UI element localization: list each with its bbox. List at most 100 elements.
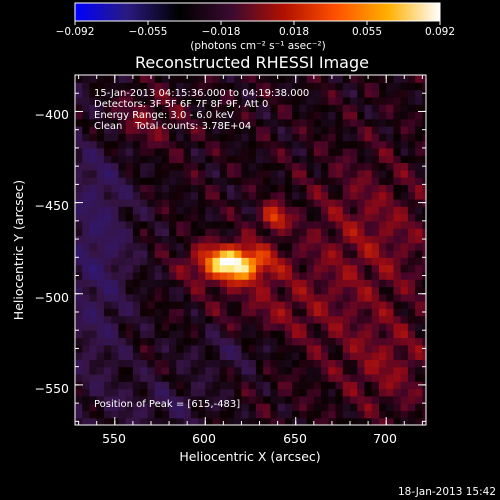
heatmap-pixel xyxy=(241,162,250,171)
heatmap-pixel xyxy=(364,126,373,134)
heatmap-pixel xyxy=(234,104,243,113)
heatmap-pixel xyxy=(118,366,127,375)
heatmap-pixel xyxy=(263,279,271,288)
heatmap-pixel xyxy=(393,198,402,207)
heatmap-pixel xyxy=(386,322,395,331)
heatmap-pixel xyxy=(103,191,112,200)
heatmap-pixel xyxy=(248,220,257,229)
heatmap-pixel xyxy=(277,147,286,156)
heatmap-pixel xyxy=(234,330,243,339)
heatmap-pixel xyxy=(378,191,387,200)
heatmap-pixel xyxy=(118,337,127,346)
heatmap-pixel xyxy=(342,82,351,91)
x-tick-label: 550 xyxy=(102,431,126,446)
heatmap-pixel xyxy=(378,147,387,156)
heatmap-pixel xyxy=(321,111,329,120)
heatmap-pixel xyxy=(176,184,185,193)
x-tick-label: 650 xyxy=(283,431,307,446)
heatmap-pixel xyxy=(125,250,134,258)
heatmap-pixel xyxy=(292,315,300,324)
heatmap-pixel xyxy=(270,104,279,113)
heatmap-pixel xyxy=(198,75,206,83)
heatmap-pixel xyxy=(248,301,257,309)
heatmap-pixel xyxy=(393,403,402,412)
heatmap-pixel xyxy=(161,147,170,156)
heatmap-pixel xyxy=(277,337,286,346)
heatmap-pixel xyxy=(248,147,257,156)
heatmap-pixel xyxy=(241,198,250,207)
heatmap-pixel xyxy=(183,191,192,200)
heatmap-pixel xyxy=(241,381,250,390)
heatmap-pixel xyxy=(169,96,177,105)
heatmap-pixel xyxy=(118,301,127,309)
heatmap-pixel xyxy=(277,140,286,149)
heatmap-pixel xyxy=(198,308,206,317)
heatmap-pixel xyxy=(407,89,416,98)
heatmap-pixel xyxy=(190,235,199,244)
heatmap-pixel xyxy=(364,279,373,288)
heatmap-pixel xyxy=(342,96,351,105)
heatmap-pixel xyxy=(89,279,98,288)
heatmap-pixel xyxy=(342,359,351,368)
heatmap-pixel xyxy=(103,293,112,302)
heatmap-pixel xyxy=(226,155,235,164)
heatmap-pixel xyxy=(154,82,163,91)
heatmap-pixel xyxy=(255,206,264,215)
heatmap-pixel xyxy=(226,206,235,215)
heatmap-pixel xyxy=(313,373,322,382)
heatmap-pixel xyxy=(386,96,395,105)
heatmap-pixel xyxy=(284,155,293,164)
heatmap-pixel xyxy=(422,133,426,142)
heatmap-pixel xyxy=(263,352,271,360)
heatmap-pixel xyxy=(270,301,279,309)
heatmap-pixel xyxy=(378,242,387,251)
heatmap-pixel xyxy=(277,191,286,200)
heatmap-pixel xyxy=(328,286,337,295)
heatmap-pixel xyxy=(205,82,214,91)
heatmap-pixel xyxy=(386,191,395,200)
heatmap-pixel xyxy=(335,366,344,375)
heatmap-pixel xyxy=(386,75,395,83)
heatmap-pixel xyxy=(277,271,286,280)
heatmap-pixel xyxy=(386,140,395,149)
heatmap-pixel xyxy=(132,206,141,215)
heatmap-pixel xyxy=(378,293,387,302)
heatmap-pixel xyxy=(263,133,271,142)
heatmap-pixel xyxy=(140,118,148,127)
heatmap-pixel xyxy=(118,279,127,288)
heatmap-pixel xyxy=(386,250,395,258)
heatmap-pixel xyxy=(378,213,387,222)
heatmap-pixel xyxy=(422,206,426,215)
heatmap-pixel xyxy=(183,155,192,164)
heatmap-pixel xyxy=(371,206,380,215)
heatmap-pixel xyxy=(118,133,127,142)
heatmap-pixel xyxy=(386,344,395,353)
heatmap-pixel xyxy=(132,388,141,397)
heatmap-pixel xyxy=(306,111,315,120)
heatmap-pixel xyxy=(270,381,279,390)
heatmap-pixel xyxy=(350,82,358,91)
heatmap-pixel xyxy=(89,111,98,120)
heatmap-pixel xyxy=(284,395,293,404)
heatmap-pixel xyxy=(263,220,271,229)
heatmap-pixel xyxy=(147,395,156,404)
heatmap-pixel xyxy=(161,118,170,127)
heatmap-pixel xyxy=(284,373,293,382)
heatmap-pixel xyxy=(198,315,206,324)
heatmap-pixel xyxy=(313,322,322,331)
heatmap-pixel xyxy=(183,162,192,171)
heatmap-pixel xyxy=(386,184,395,193)
heatmap-pixel xyxy=(393,388,402,397)
heatmap-pixel xyxy=(342,89,351,98)
heatmap-pixel xyxy=(357,162,366,171)
heatmap-pixel xyxy=(248,293,257,302)
heatmap-pixel xyxy=(400,381,409,390)
heatmap-pixel xyxy=(241,330,250,339)
heatmap-pixel xyxy=(321,271,329,280)
heatmap-pixel xyxy=(415,359,423,368)
heatmap-pixel xyxy=(292,271,300,280)
heatmap-pixel xyxy=(407,75,416,83)
heatmap-pixel xyxy=(147,155,156,164)
heatmap-pixel xyxy=(335,352,344,360)
heatmap-pixel xyxy=(241,301,250,309)
